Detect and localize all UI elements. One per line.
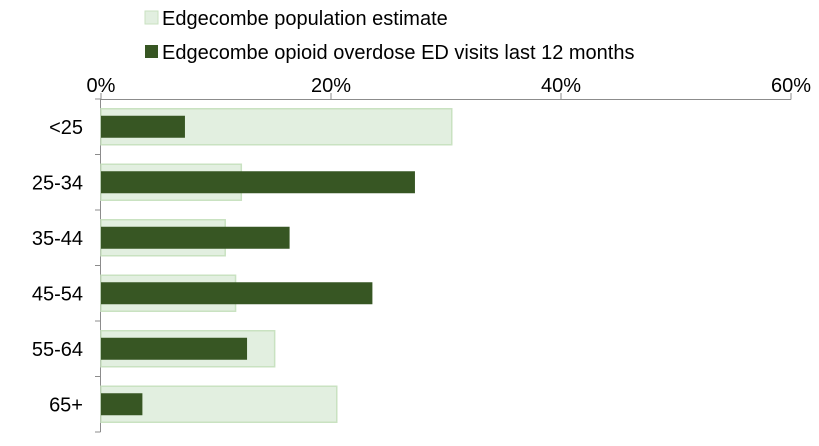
bar-overdose-ed-visits — [101, 337, 248, 360]
bar-overdose-ed-visits — [101, 226, 290, 249]
category-label: <25 — [49, 117, 83, 139]
y-axis: <25 25-34 35-44 45-54 55-64 65+ — [32, 98, 101, 433]
bar-overdose-ed-visits — [101, 171, 415, 194]
legend-swatch-1 — [144, 10, 159, 25]
category-label: 35-44 — [32, 228, 83, 250]
x-tick-label: 60% — [771, 75, 811, 97]
bar-overdose-ed-visits — [101, 393, 143, 416]
x-axis: 0% 20% 40% 60% — [87, 75, 811, 100]
bar-overdose-ed-visits — [101, 282, 373, 305]
category-label: 55-64 — [32, 339, 83, 361]
x-tick-label: 20% — [311, 75, 351, 97]
legend-label-2: Edgecombe opioid overdose ED visits last… — [162, 42, 634, 64]
legend-label-1: Edgecombe population estimate — [162, 8, 448, 30]
bar-overdose-ed-visits — [101, 115, 185, 138]
bars — [100, 108, 453, 423]
category-label: 65+ — [49, 394, 83, 416]
category-label: 25-34 — [32, 172, 83, 194]
category-label: 45-54 — [32, 283, 83, 305]
x-tick-label: 40% — [541, 75, 581, 97]
legend: Edgecombe population estimate Edgecombe o… — [144, 8, 634, 64]
x-tick-label: 0% — [87, 75, 116, 97]
legend-swatch-2 — [145, 45, 158, 58]
